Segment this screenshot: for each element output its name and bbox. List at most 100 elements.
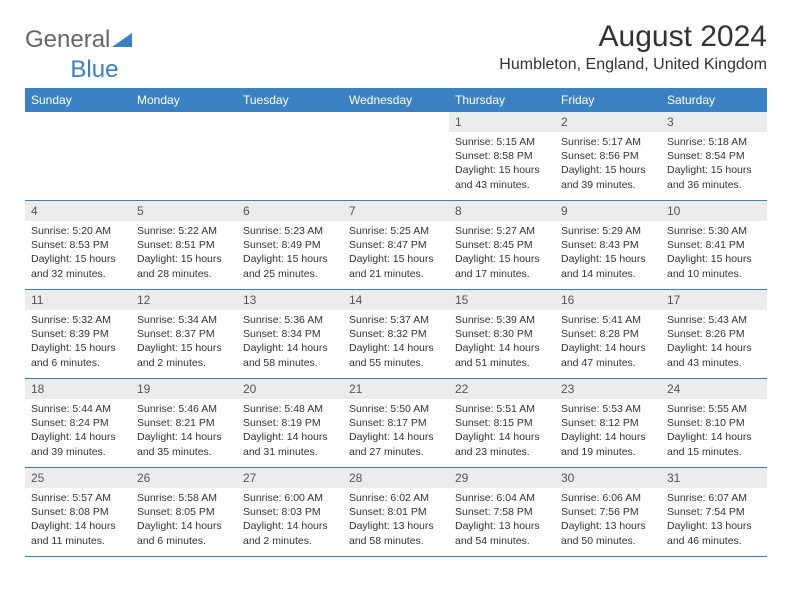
calendar-cell: 20Sunrise: 5:48 AMSunset: 8:19 PMDayligh… <box>237 379 343 468</box>
calendar-week: 11Sunrise: 5:32 AMSunset: 8:39 PMDayligh… <box>25 290 767 379</box>
calendar-week: 4Sunrise: 5:20 AMSunset: 8:53 PMDaylight… <box>25 201 767 290</box>
day-number: 22 <box>449 379 555 399</box>
calendar-cell: 22Sunrise: 5:51 AMSunset: 8:15 PMDayligh… <box>449 379 555 468</box>
day-details: Sunrise: 5:15 AMSunset: 8:58 PMDaylight:… <box>449 132 555 196</box>
day-number: 17 <box>661 290 767 310</box>
day-header: Wednesday <box>343 88 449 112</box>
logo-triangle-icon <box>112 33 132 47</box>
day-details: Sunrise: 6:00 AMSunset: 8:03 PMDaylight:… <box>237 488 343 552</box>
brand-part1: General <box>25 26 110 54</box>
calendar-cell: 31Sunrise: 6:07 AMSunset: 7:54 PMDayligh… <box>661 468 767 557</box>
calendar-cell: 13Sunrise: 5:36 AMSunset: 8:34 PMDayligh… <box>237 290 343 379</box>
calendar-cell: 29Sunrise: 6:04 AMSunset: 7:58 PMDayligh… <box>449 468 555 557</box>
day-number: 19 <box>131 379 237 399</box>
day-details: Sunrise: 5:25 AMSunset: 8:47 PMDaylight:… <box>343 221 449 285</box>
day-details: Sunrise: 5:34 AMSunset: 8:37 PMDaylight:… <box>131 310 237 374</box>
day-details: Sunrise: 5:36 AMSunset: 8:34 PMDaylight:… <box>237 310 343 374</box>
calendar-week: 18Sunrise: 5:44 AMSunset: 8:24 PMDayligh… <box>25 379 767 468</box>
calendar-cell: 16Sunrise: 5:41 AMSunset: 8:28 PMDayligh… <box>555 290 661 379</box>
day-header: Tuesday <box>237 88 343 112</box>
day-details: Sunrise: 5:17 AMSunset: 8:56 PMDaylight:… <box>555 132 661 196</box>
calendar-cell: 15Sunrise: 5:39 AMSunset: 8:30 PMDayligh… <box>449 290 555 379</box>
calendar-table: SundayMondayTuesdayWednesdayThursdayFrid… <box>25 88 767 557</box>
day-details: Sunrise: 5:44 AMSunset: 8:24 PMDaylight:… <box>25 399 131 463</box>
calendar-cell: 19Sunrise: 5:46 AMSunset: 8:21 PMDayligh… <box>131 379 237 468</box>
day-details: Sunrise: 5:22 AMSunset: 8:51 PMDaylight:… <box>131 221 237 285</box>
calendar-body: 1Sunrise: 5:15 AMSunset: 8:58 PMDaylight… <box>25 112 767 557</box>
day-number: 21 <box>343 379 449 399</box>
day-details: Sunrise: 5:46 AMSunset: 8:21 PMDaylight:… <box>131 399 237 463</box>
day-details: Sunrise: 5:23 AMSunset: 8:49 PMDaylight:… <box>237 221 343 285</box>
day-number: 4 <box>25 201 131 221</box>
calendar-cell: 17Sunrise: 5:43 AMSunset: 8:26 PMDayligh… <box>661 290 767 379</box>
day-details: Sunrise: 6:06 AMSunset: 7:56 PMDaylight:… <box>555 488 661 552</box>
calendar-cell: 6Sunrise: 5:23 AMSunset: 8:49 PMDaylight… <box>237 201 343 290</box>
calendar-cell: 21Sunrise: 5:50 AMSunset: 8:17 PMDayligh… <box>343 379 449 468</box>
day-number: 26 <box>131 468 237 488</box>
day-number: 2 <box>555 112 661 132</box>
day-details: Sunrise: 5:51 AMSunset: 8:15 PMDaylight:… <box>449 399 555 463</box>
day-details: Sunrise: 5:58 AMSunset: 8:05 PMDaylight:… <box>131 488 237 552</box>
calendar-cell <box>237 112 343 201</box>
day-header: Sunday <box>25 88 131 112</box>
day-number: 10 <box>661 201 767 221</box>
calendar-cell: 2Sunrise: 5:17 AMSunset: 8:56 PMDaylight… <box>555 112 661 201</box>
brand-logo: General <box>25 20 132 54</box>
day-details: Sunrise: 5:55 AMSunset: 8:10 PMDaylight:… <box>661 399 767 463</box>
calendar-week: 25Sunrise: 5:57 AMSunset: 8:08 PMDayligh… <box>25 468 767 557</box>
calendar-cell <box>131 112 237 201</box>
day-number: 25 <box>25 468 131 488</box>
calendar-cell: 23Sunrise: 5:53 AMSunset: 8:12 PMDayligh… <box>555 379 661 468</box>
day-details: Sunrise: 6:02 AMSunset: 8:01 PMDaylight:… <box>343 488 449 552</box>
day-details: Sunrise: 5:20 AMSunset: 8:53 PMDaylight:… <box>25 221 131 285</box>
brand-part2: Blue <box>70 56 118 83</box>
day-number: 29 <box>449 468 555 488</box>
calendar-cell: 14Sunrise: 5:37 AMSunset: 8:32 PMDayligh… <box>343 290 449 379</box>
calendar-cell: 27Sunrise: 6:00 AMSunset: 8:03 PMDayligh… <box>237 468 343 557</box>
day-number: 11 <box>25 290 131 310</box>
day-number: 8 <box>449 201 555 221</box>
calendar-cell: 28Sunrise: 6:02 AMSunset: 8:01 PMDayligh… <box>343 468 449 557</box>
day-details: Sunrise: 5:37 AMSunset: 8:32 PMDaylight:… <box>343 310 449 374</box>
day-details: Sunrise: 6:04 AMSunset: 7:58 PMDaylight:… <box>449 488 555 552</box>
day-number: 20 <box>237 379 343 399</box>
day-number: 12 <box>131 290 237 310</box>
calendar-cell: 9Sunrise: 5:29 AMSunset: 8:43 PMDaylight… <box>555 201 661 290</box>
day-number: 23 <box>555 379 661 399</box>
calendar-cell: 3Sunrise: 5:18 AMSunset: 8:54 PMDaylight… <box>661 112 767 201</box>
day-number: 13 <box>237 290 343 310</box>
day-number: 28 <box>343 468 449 488</box>
calendar-cell: 7Sunrise: 5:25 AMSunset: 8:47 PMDaylight… <box>343 201 449 290</box>
day-header: Friday <box>555 88 661 112</box>
calendar-cell <box>343 112 449 201</box>
day-number: 6 <box>237 201 343 221</box>
day-number: 27 <box>237 468 343 488</box>
day-details: Sunrise: 5:41 AMSunset: 8:28 PMDaylight:… <box>555 310 661 374</box>
day-details: Sunrise: 5:32 AMSunset: 8:39 PMDaylight:… <box>25 310 131 374</box>
day-number: 5 <box>131 201 237 221</box>
calendar-head: SundayMondayTuesdayWednesdayThursdayFrid… <box>25 88 767 112</box>
day-number: 1 <box>449 112 555 132</box>
day-details: Sunrise: 5:48 AMSunset: 8:19 PMDaylight:… <box>237 399 343 463</box>
day-number: 31 <box>661 468 767 488</box>
day-number: 30 <box>555 468 661 488</box>
day-details: Sunrise: 6:07 AMSunset: 7:54 PMDaylight:… <box>661 488 767 552</box>
day-number: 16 <box>555 290 661 310</box>
calendar-cell <box>25 112 131 201</box>
day-details: Sunrise: 5:27 AMSunset: 8:45 PMDaylight:… <box>449 221 555 285</box>
calendar-cell: 12Sunrise: 5:34 AMSunset: 8:37 PMDayligh… <box>131 290 237 379</box>
calendar-cell: 1Sunrise: 5:15 AMSunset: 8:58 PMDaylight… <box>449 112 555 201</box>
day-number: 24 <box>661 379 767 399</box>
calendar-cell: 5Sunrise: 5:22 AMSunset: 8:51 PMDaylight… <box>131 201 237 290</box>
day-details: Sunrise: 5:39 AMSunset: 8:30 PMDaylight:… <box>449 310 555 374</box>
day-header: Thursday <box>449 88 555 112</box>
brand-part2-wrap: GenBlue <box>25 56 767 84</box>
day-number: 9 <box>555 201 661 221</box>
day-number: 14 <box>343 290 449 310</box>
calendar-cell: 30Sunrise: 6:06 AMSunset: 7:56 PMDayligh… <box>555 468 661 557</box>
day-details: Sunrise: 5:57 AMSunset: 8:08 PMDaylight:… <box>25 488 131 552</box>
day-header: Monday <box>131 88 237 112</box>
day-details: Sunrise: 5:43 AMSunset: 8:26 PMDaylight:… <box>661 310 767 374</box>
calendar-cell: 26Sunrise: 5:58 AMSunset: 8:05 PMDayligh… <box>131 468 237 557</box>
calendar-cell: 4Sunrise: 5:20 AMSunset: 8:53 PMDaylight… <box>25 201 131 290</box>
